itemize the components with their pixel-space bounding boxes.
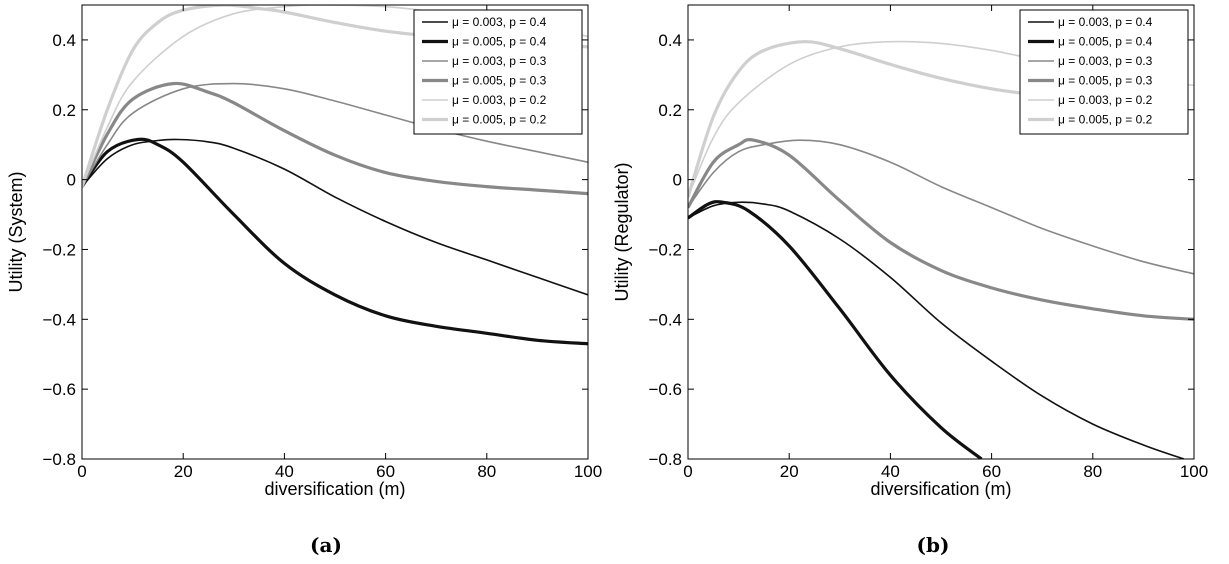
- y-tick-label: 0: [67, 171, 76, 190]
- legend-entry: μ = 0.003, p = 0.3: [1058, 54, 1153, 68]
- series-line-1: [82, 138, 588, 296]
- y-tick-label: 0: [673, 171, 682, 190]
- legend-entry: μ = 0.005, p = 0.2: [452, 113, 547, 127]
- legend-entry: μ = 0.005, p = 0.4: [1058, 35, 1153, 49]
- x-tick-label: 80: [477, 462, 496, 481]
- legend-box: [413, 9, 583, 135]
- series-line-3: [82, 82, 588, 188]
- panel-caption: (a): [310, 533, 342, 557]
- x-tick-label: 60: [982, 462, 1001, 481]
- x-tick-label: 80: [1083, 462, 1102, 481]
- legend-entry: μ = 0.003, p = 0.2: [1058, 93, 1153, 107]
- legend-entry: μ = 0.005, p = 0.3: [452, 74, 547, 88]
- series-line-4: [688, 138, 1194, 321]
- legend-entry: μ = 0.003, p = 0.2: [452, 93, 547, 107]
- series-line-4: [82, 81, 588, 196]
- legend: μ = 0.003, p = 0.4 μ = 0.005, p = 0.4 μ = …: [413, 9, 583, 135]
- x-tick-label: 0: [77, 462, 86, 481]
- legend-entry: μ = 0.003, p = 0.3: [452, 54, 547, 68]
- x-tick-label: 100: [574, 462, 602, 481]
- y-tick-label: −0.2: [42, 240, 76, 259]
- legend: μ = 0.003, p = 0.4 μ = 0.005, p = 0.4 μ = …: [1019, 9, 1189, 135]
- y-tick-label: 0.4: [52, 31, 76, 50]
- x-tick-label: 40: [275, 462, 294, 481]
- y-tick-label: −0.2: [648, 240, 682, 259]
- series-line-1: [688, 201, 1185, 459]
- plot-frame: [81, 4, 589, 460]
- y-tick-label: −0.8: [648, 450, 682, 469]
- legend-entry: μ = 0.005, p = 0.2: [1058, 113, 1153, 127]
- legend-entry: μ = 0.003, p = 0.4: [452, 15, 547, 29]
- series-line-6: [688, 40, 1094, 198]
- series-line-2: [688, 200, 983, 459]
- x-tick-label: 60: [376, 462, 395, 481]
- chart-panel-a: 0 20 40 60 80 100 0.4 0.2 0 −0.2 −0.4 −0.6 −0.8 diver…: [6, 4, 602, 557]
- plot-frame: [687, 4, 1195, 460]
- x-axis-label: diversification (m): [264, 479, 405, 499]
- y-tick-label: −0.4: [42, 310, 76, 329]
- x-tick-label: 40: [881, 462, 900, 481]
- y-tick-label: −0.4: [648, 310, 682, 329]
- x-tick-label: 100: [1180, 462, 1208, 481]
- panel-caption: (b): [917, 533, 950, 557]
- y-tick-label: −0.8: [42, 450, 76, 469]
- x-tick-label: 20: [174, 462, 193, 481]
- x-tick-label: 20: [780, 462, 799, 481]
- y-axis-label: Utility (System): [6, 172, 26, 293]
- y-tick-label: 0.4: [658, 31, 682, 50]
- x-axis-label: diversification (m): [870, 479, 1011, 499]
- series-line-3: [688, 139, 1194, 275]
- y-tick-label: 0.2: [52, 101, 76, 120]
- y-tick-label: −0.6: [648, 380, 682, 399]
- legend-box: [1019, 9, 1189, 135]
- legend-entry: μ = 0.005, p = 0.3: [1058, 74, 1153, 88]
- legend-entry: μ = 0.005, p = 0.4: [452, 35, 547, 49]
- chart-panel-b: 0 20 40 60 80 100 0.4 0.2 0 −0.2 −0.4 −0.6 −0.8 diver…: [612, 4, 1208, 557]
- y-tick-label: 0.2: [658, 101, 682, 120]
- x-tick-label: 0: [683, 462, 692, 481]
- y-tick-label: −0.6: [42, 380, 76, 399]
- legend-entry: μ = 0.003, p = 0.4: [1058, 15, 1153, 29]
- y-axis-label: Utility (Regulator): [612, 162, 632, 301]
- series-line-2: [82, 137, 588, 346]
